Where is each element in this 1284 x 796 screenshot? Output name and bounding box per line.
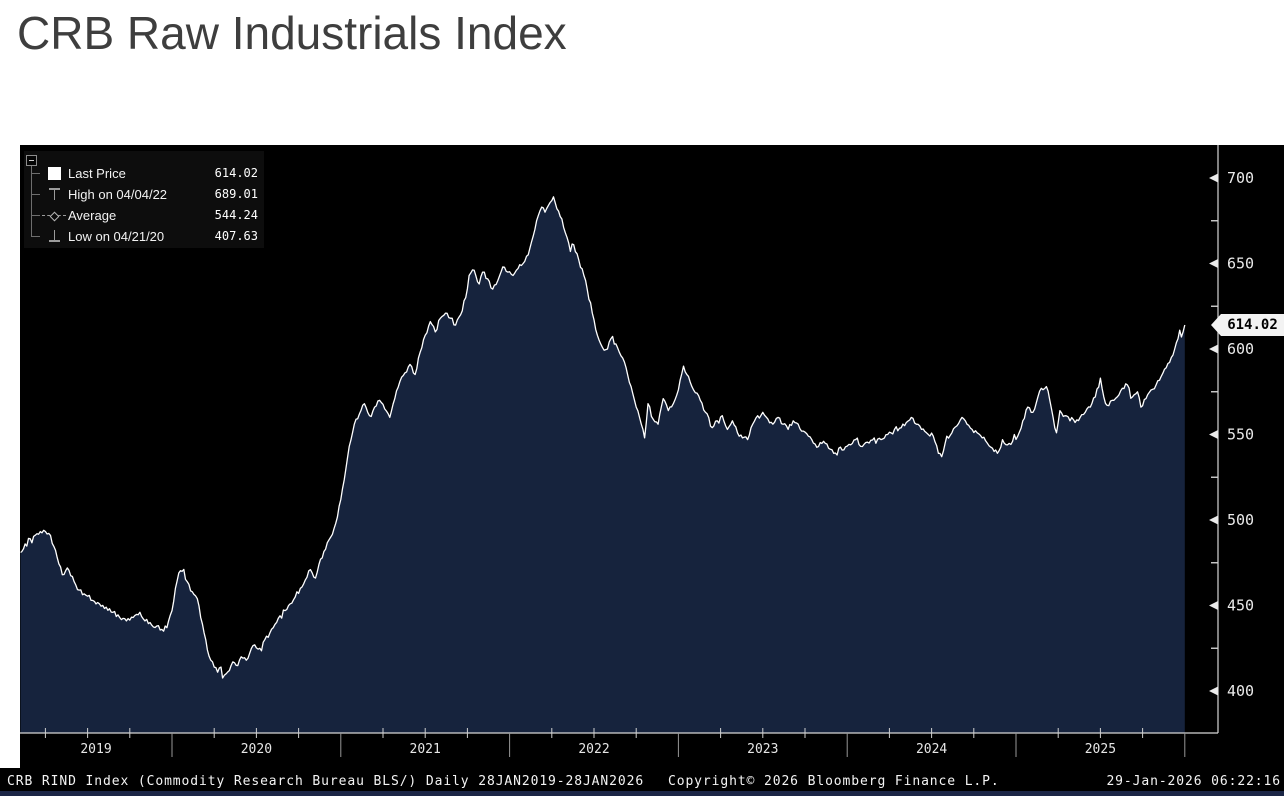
x-axis-year-label: 2021	[410, 742, 441, 757]
y-axis-tick-arrow-icon	[1209, 686, 1218, 696]
y-axis-tick-arrow-icon	[1209, 430, 1218, 439]
bottom-window-strip	[0, 791, 1284, 796]
legend-row-low-on-04-21-20[interactable]: Low on 04/21/20 407.63	[40, 226, 258, 246]
x-axis-year-label: 2025	[1085, 742, 1116, 757]
y-axis-tick-label: 550	[1227, 426, 1254, 444]
y-axis-tick-arrow-icon	[1209, 259, 1218, 268]
legend-row-last-price[interactable]: Last Price 614.02	[40, 163, 258, 183]
footer-timestamp: 29-Jan-2026 06:22:16	[1106, 774, 1281, 789]
y-axis-tick-arrow-icon	[1209, 344, 1218, 354]
y-axis-tick-arrow-icon	[1209, 173, 1218, 183]
y-axis-tick-label: 500	[1227, 511, 1254, 529]
footer-security-description: CRB RIND Index (Commodity Research Burea…	[7, 774, 645, 789]
x-axis-year-label: 2023	[747, 742, 778, 757]
y-axis-tick-label: 450	[1227, 597, 1254, 615]
low-marker-icon	[48, 230, 60, 242]
x-axis-year-label: 2024	[916, 742, 947, 757]
x-axis-year-label: 2019	[80, 742, 111, 757]
high-marker-icon	[48, 188, 60, 200]
x-axis-year-label: 2022	[578, 742, 609, 757]
y-axis-tick-arrow-icon	[1209, 515, 1218, 525]
legend-value: 689.01	[214, 187, 258, 201]
page-title: CRB Raw Industrials Index	[17, 7, 567, 59]
last-price-flag-value: 614.02	[1227, 317, 1278, 333]
legend-label: Last Price	[68, 165, 126, 181]
legend-tree-branch	[31, 173, 40, 174]
price-area-fill	[20, 196, 1185, 733]
legend-tree-branch	[31, 236, 40, 237]
last-price-flag: 614.02	[1211, 314, 1284, 336]
x-axis-year-label: 2020	[241, 742, 272, 757]
legend-value: 544.24	[214, 208, 258, 222]
legend-value: 614.02	[214, 166, 258, 180]
chart-legend: Last Price 614.02 High on 04/04/22 689.01 Av…	[24, 151, 264, 248]
y-axis-tick-label: 400	[1227, 682, 1254, 700]
legend-label: High on 04/04/22	[68, 186, 168, 202]
legend-tree-branch	[31, 215, 40, 216]
y-axis-tick-label: 600	[1227, 340, 1254, 358]
legend-row-average[interactable]: Average 544.24	[40, 205, 258, 225]
price-line	[20, 196, 1186, 679]
footer-copyright: Copyright© 2026 Bloomberg Finance L.P.	[668, 774, 1000, 789]
legend-row-high-on-04-04-22[interactable]: High on 04/04/22 689.01	[40, 184, 258, 204]
legend-tree-line	[31, 166, 32, 237]
legend-tree-expander-icon[interactable]	[26, 155, 37, 166]
legend-value: 407.63	[214, 229, 258, 243]
y-axis-tick-arrow-icon	[1209, 601, 1218, 610]
legend-tree-branch	[31, 194, 40, 195]
y-axis-tick-label: 700	[1227, 169, 1254, 187]
y-axis-tick-label: 650	[1227, 255, 1254, 273]
square-marker-icon	[47, 166, 61, 180]
average-marker-icon	[42, 211, 66, 220]
legend-label: Low on 04/21/20	[68, 228, 165, 244]
legend-label: Average	[68, 207, 117, 223]
